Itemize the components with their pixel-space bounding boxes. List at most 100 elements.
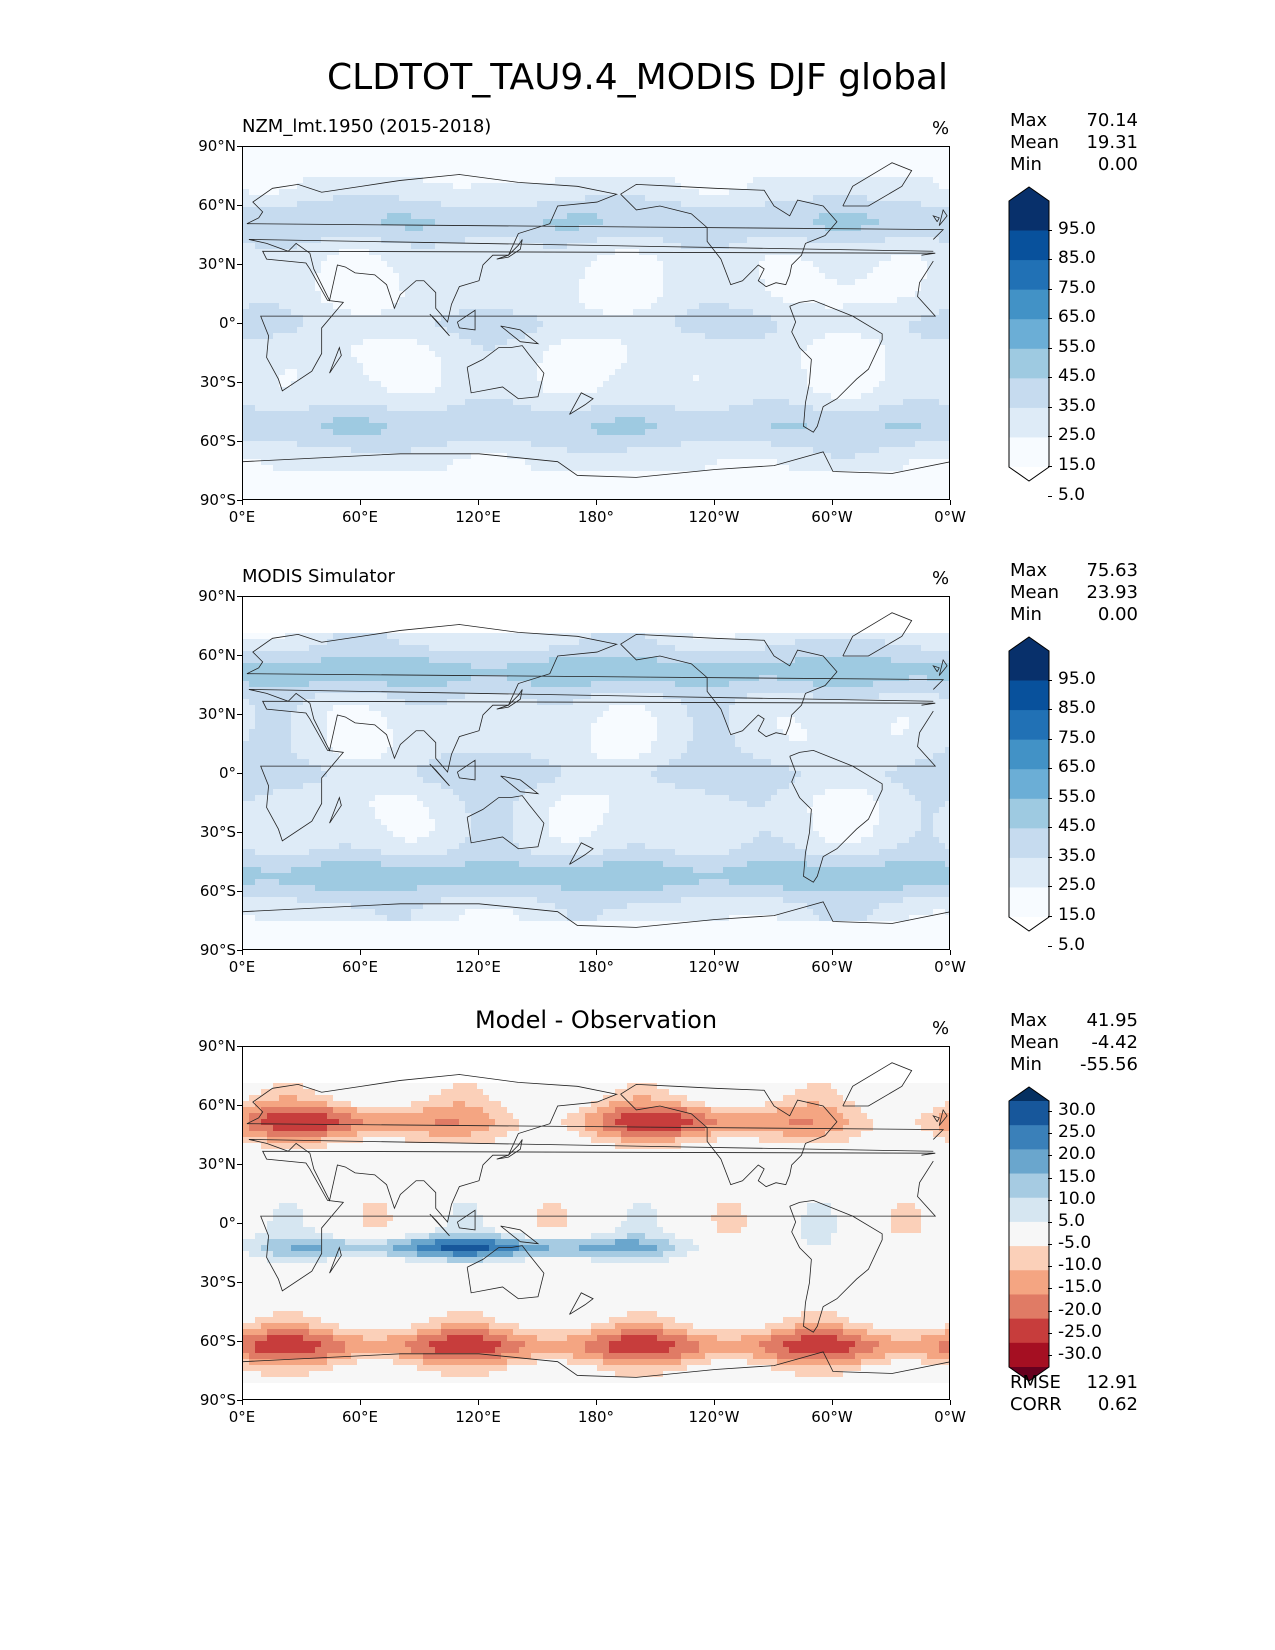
coastline <box>500 1225 540 1245</box>
stat-label: Max <box>1010 560 1047 582</box>
colorbar-bin <box>1009 1270 1049 1295</box>
stat-value: -4.42 <box>1091 1032 1138 1054</box>
stat-row: Min 0.00 <box>1010 154 1138 176</box>
stat-value: 41.95 <box>1086 1010 1138 1032</box>
coastline <box>260 1150 937 1292</box>
coastline <box>329 346 342 374</box>
colorbar-outline <box>1008 1086 1050 1382</box>
colorbar-tick <box>1048 1288 1052 1290</box>
stat-row: Max 41.95 <box>1010 1010 1138 1032</box>
stat-row: Mean 23.93 <box>1010 582 1138 604</box>
lon-tick-label: 60°E <box>320 1408 400 1426</box>
lon-tick-label: 120°W <box>674 958 754 976</box>
lat-tick <box>237 500 242 501</box>
colorbar <box>1008 186 1050 486</box>
colorbar-label: 15.0 <box>1058 455 1096 475</box>
coastline <box>429 1213 450 1237</box>
colorbar-bin <box>1009 680 1049 711</box>
coastline <box>789 299 883 433</box>
colorbar-label: 55.0 <box>1058 337 1096 357</box>
stat-label: Min <box>1010 1054 1042 1076</box>
lon-tick <box>478 500 479 505</box>
colorbar-label: 35.0 <box>1058 846 1096 866</box>
coastline <box>842 612 913 657</box>
colorbar-label: 75.0 <box>1058 278 1096 298</box>
colorbar-bin <box>1009 378 1049 409</box>
colorbar-bin <box>1009 348 1049 379</box>
stat-value: 70.14 <box>1086 110 1138 132</box>
lon-tick-label: 120°W <box>674 508 754 526</box>
lon-tick-label: 60°E <box>320 508 400 526</box>
coastline <box>246 1074 945 1223</box>
coastline <box>456 309 476 331</box>
colorbar-bin <box>1009 260 1049 291</box>
colorbar-bin <box>1009 798 1049 829</box>
colorbar-tick <box>1048 1266 1052 1268</box>
lon-tick <box>832 950 833 955</box>
lat-tick <box>237 596 242 597</box>
coastline <box>620 633 838 738</box>
coastline <box>429 763 450 787</box>
coastline <box>329 796 342 824</box>
global-map <box>242 596 950 950</box>
colorbar-label: 30.0 <box>1058 1100 1096 1120</box>
lon-tick-label: 0°E <box>202 1408 282 1426</box>
lon-tick-label: 120°E <box>438 1408 518 1426</box>
stat-label: Min <box>1010 154 1042 176</box>
colorbar-label: 5.0 <box>1058 935 1085 955</box>
colorbar-label: -20.0 <box>1058 1300 1102 1320</box>
colorbar <box>1008 1086 1050 1386</box>
colorbar-bin <box>1009 201 1049 231</box>
lon-tick-label: 60°E <box>320 958 400 976</box>
lon-tick <box>242 950 243 955</box>
colorbar-extend-low <box>1009 467 1049 481</box>
stat-label: Max <box>1010 1010 1047 1032</box>
colorbar-label: 25.0 <box>1058 425 1096 445</box>
lat-tick <box>237 323 242 324</box>
colorbar-tick <box>1048 768 1052 770</box>
lat-tick-label: 60°N <box>176 1096 236 1114</box>
colorbar-label: 25.0 <box>1058 875 1096 895</box>
lat-tick-label: 60°N <box>176 196 236 214</box>
stat-label: Mean <box>1010 582 1059 604</box>
colorbar-tick <box>1048 1244 1052 1246</box>
coastline <box>429 313 450 337</box>
colorbar-tick <box>1048 886 1052 888</box>
lon-tick-label: 180° <box>556 508 636 526</box>
coastline <box>456 759 476 781</box>
colorbar-bin <box>1009 828 1049 859</box>
colorbar-label: 75.0 <box>1058 728 1096 748</box>
colorbar <box>1008 636 1050 936</box>
colorbar-extend-high <box>1009 187 1049 201</box>
lon-tick <box>478 1400 479 1405</box>
stat-label: Mean <box>1010 1032 1059 1054</box>
colorbar-tick <box>1048 1354 1052 1356</box>
colorbar-bin <box>1009 651 1049 681</box>
colorbar-tick <box>1048 318 1052 320</box>
colorbar-bin <box>1009 887 1049 918</box>
lon-tick <box>478 950 479 955</box>
figure-title: CLDTOT_TAU9.4_MODIS DJF global <box>0 56 1275 100</box>
colorbar-tick <box>1048 1133 1052 1135</box>
lat-tick <box>237 441 242 442</box>
coastline <box>938 658 948 676</box>
coastline <box>243 1351 949 1378</box>
colorbar-bin <box>1009 710 1049 741</box>
colorbar-tick <box>1048 229 1052 231</box>
metric-label: CORR <box>1010 1394 1062 1416</box>
stat-value: 19.31 <box>1086 132 1138 154</box>
colorbar-extend-low <box>1009 1367 1049 1381</box>
colorbar-tick <box>1048 1199 1052 1201</box>
lat-tick <box>237 1341 242 1342</box>
lon-tick-label: 0°W <box>910 508 990 526</box>
lat-tick <box>237 264 242 265</box>
colorbar-label: 20.0 <box>1058 1144 1096 1164</box>
lon-tick <box>950 1400 951 1405</box>
lon-tick <box>360 500 361 505</box>
colorbar-bin <box>1009 1221 1049 1247</box>
coastline <box>496 1139 523 1160</box>
coastline <box>243 451 949 478</box>
colorbar-label: 95.0 <box>1058 669 1096 689</box>
coastline <box>246 624 945 773</box>
lon-tick-label: 0°E <box>202 508 282 526</box>
